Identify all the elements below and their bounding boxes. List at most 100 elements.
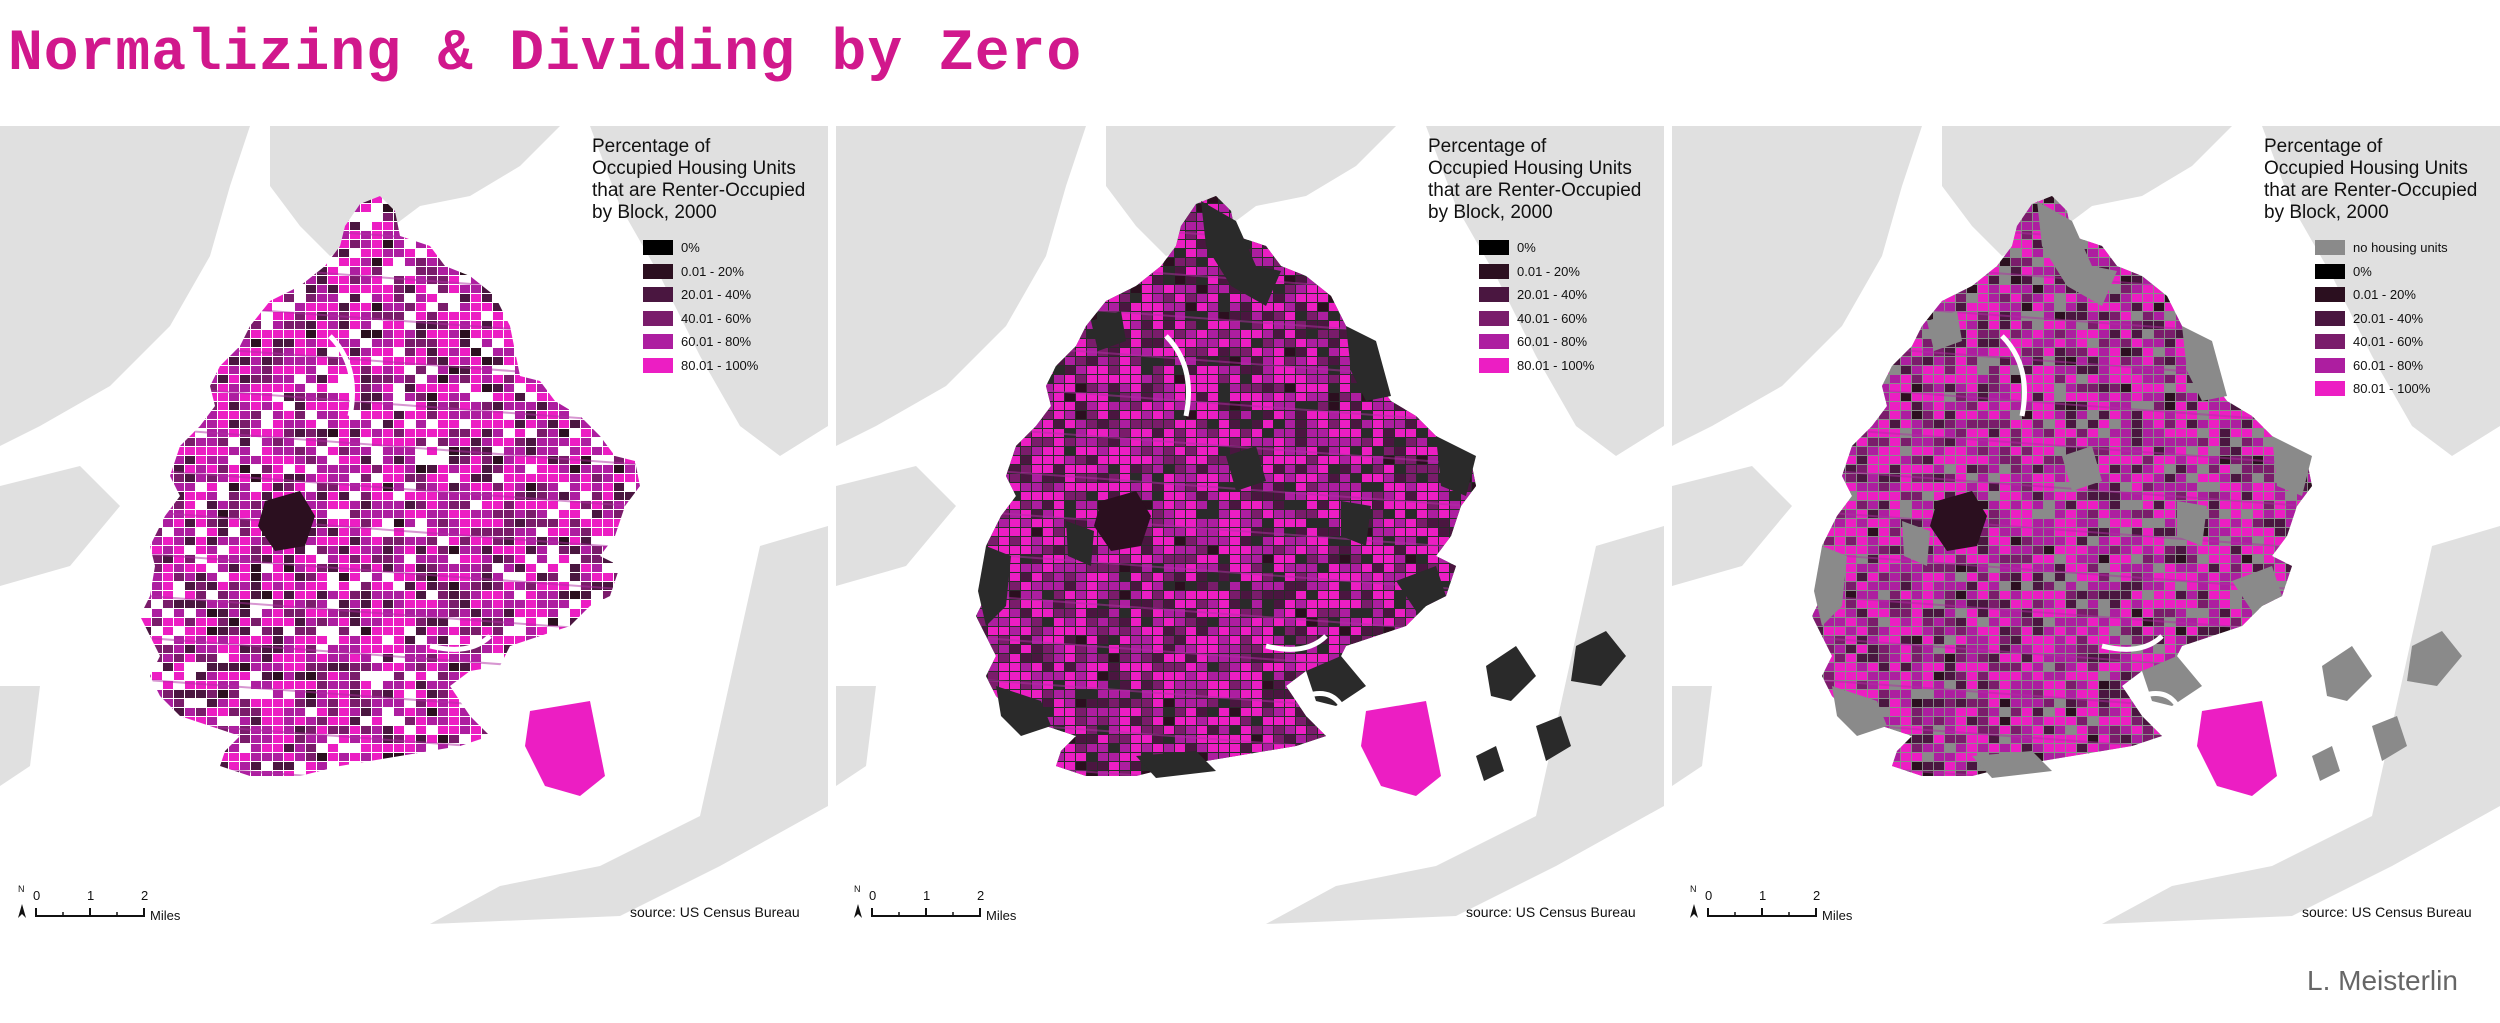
legend-item: 60.01 - 80% — [1479, 330, 1664, 354]
no-housing-area — [1346, 326, 1391, 401]
north-label: N — [1690, 884, 1697, 894]
no-housing-area — [2037, 201, 2117, 306]
scale-tick-label: 0 — [33, 888, 41, 903]
no-housing-area — [2232, 566, 2282, 611]
legend-item: 40.01 - 60% — [1479, 307, 1664, 331]
legend-label: 0.01 - 20% — [2353, 287, 2416, 303]
legend-label: 0.01 - 20% — [681, 263, 744, 279]
surrounding-land — [1672, 126, 1922, 446]
scale-tick-label: 1 — [87, 888, 95, 903]
no-housing-area — [1066, 521, 1094, 566]
author-credit: L. Meisterlin — [2307, 965, 2458, 996]
water-channel — [328, 334, 355, 417]
scale-tick-label: 0 — [869, 888, 877, 903]
airport-block — [2197, 701, 2277, 796]
no-housing-area — [2062, 446, 2102, 491]
legend-item: 20.01 - 40% — [2315, 307, 2500, 331]
no-housing-area — [1136, 751, 1216, 778]
legend-item: no housing units — [2315, 236, 2500, 260]
scale-unit: Miles — [150, 908, 181, 923]
bay-island — [2372, 716, 2407, 761]
surrounding-land — [430, 526, 828, 924]
page-title: Normalizing & Dividing by Zero — [8, 22, 1083, 87]
scale-bar: N 0 1 2 Miles — [1684, 884, 1884, 923]
no-housing-area — [1226, 446, 1266, 491]
bay-island — [2407, 631, 2462, 686]
legend-item: 80.01 - 100% — [1479, 354, 1664, 378]
legend-label: 40.01 - 60% — [1517, 310, 1588, 326]
water-channel — [2141, 691, 2185, 749]
scale-tick-label: 2 — [141, 888, 149, 903]
no-housing-area — [1341, 501, 1371, 546]
legend-item: 0.01 - 20% — [643, 260, 828, 284]
map-panel-left: Percentage of Occupied Housing Units tha… — [0, 126, 828, 924]
no-housing-area — [2272, 436, 2312, 496]
source-note: source: US Census Bureau — [630, 904, 800, 920]
bay-island — [1536, 716, 1571, 761]
legend-item: 60.01 - 80% — [643, 330, 828, 354]
scale-unit: Miles — [986, 908, 1017, 923]
north-label: N — [18, 884, 25, 894]
park-block — [1094, 491, 1151, 551]
legend-label: 60.01 - 80% — [681, 334, 752, 350]
source-note: source: US Census Bureau — [1466, 904, 1636, 920]
legend-label: 80.01 - 100% — [2353, 381, 2431, 397]
surrounding-land — [0, 686, 40, 786]
legend-label: 0.01 - 20% — [1517, 263, 1580, 279]
surrounding-land — [1266, 526, 1664, 924]
north-label: N — [854, 884, 861, 894]
surrounding-land — [1672, 466, 1792, 586]
park-block — [258, 491, 315, 551]
surrounding-land — [836, 126, 1086, 446]
legend-swatch — [643, 357, 673, 373]
legend-swatch — [643, 287, 673, 303]
legend-item: 60.01 - 80% — [2315, 354, 2500, 378]
legend-label: 20.01 - 40% — [2353, 310, 2424, 326]
legend-swatch — [2315, 334, 2345, 350]
scale-graphic — [854, 904, 981, 918]
surrounding-land — [270, 126, 560, 256]
legend-swatch — [2315, 240, 2345, 256]
surrounding-land — [836, 686, 876, 786]
source-note: source: US Census Bureau — [2302, 904, 2472, 920]
legend-label: 0% — [1517, 240, 1536, 256]
no-housing-area — [1436, 436, 1476, 496]
legend-label: 80.01 - 100% — [1517, 357, 1595, 373]
legend-label: no housing units — [2353, 240, 2448, 256]
legend-item: 0.01 - 20% — [1479, 260, 1664, 284]
scale-graphic — [1690, 904, 1817, 918]
airport-block — [1361, 701, 1441, 796]
legend-label: 40.01 - 60% — [681, 310, 752, 326]
surrounding-land — [836, 466, 956, 586]
no-housing-area — [1814, 546, 1847, 626]
scale-tick-label: 2 — [977, 888, 985, 903]
bay-island — [2312, 746, 2340, 781]
legend-label: 80.01 - 100% — [681, 357, 759, 373]
water-channel — [1164, 334, 1191, 417]
legend-item: 40.01 - 60% — [2315, 330, 2500, 354]
surrounding-land — [1672, 686, 1712, 786]
legend-swatch — [2315, 263, 2345, 279]
no-housing-area — [1201, 201, 1281, 306]
legend-swatch — [643, 240, 673, 256]
surrounding-land — [0, 126, 250, 446]
legend-swatch — [643, 263, 673, 279]
legend-item: 20.01 - 40% — [643, 283, 828, 307]
no-housing-area — [1927, 311, 1962, 351]
bay-island — [2322, 646, 2372, 701]
map-panel-middle: Percentage of Occupied Housing Units tha… — [836, 126, 1664, 924]
legend-swatch — [1479, 263, 1509, 279]
airport-block — [525, 701, 605, 796]
surrounding-land — [0, 466, 120, 586]
surrounding-land — [1106, 126, 1396, 256]
legend-label: 60.01 - 80% — [1517, 334, 1588, 350]
surrounding-land — [1426, 126, 1664, 456]
legend-swatch — [1479, 334, 1509, 350]
legend-swatch — [643, 334, 673, 350]
scale-bar: N 0 1 2 Miles — [848, 884, 1048, 923]
legend-label: 0% — [2353, 263, 2372, 279]
scale-tick-label: 1 — [1759, 888, 1767, 903]
legend-label: 60.01 - 80% — [2353, 357, 2424, 373]
legend-swatch — [1479, 357, 1509, 373]
water-channel — [469, 691, 513, 749]
